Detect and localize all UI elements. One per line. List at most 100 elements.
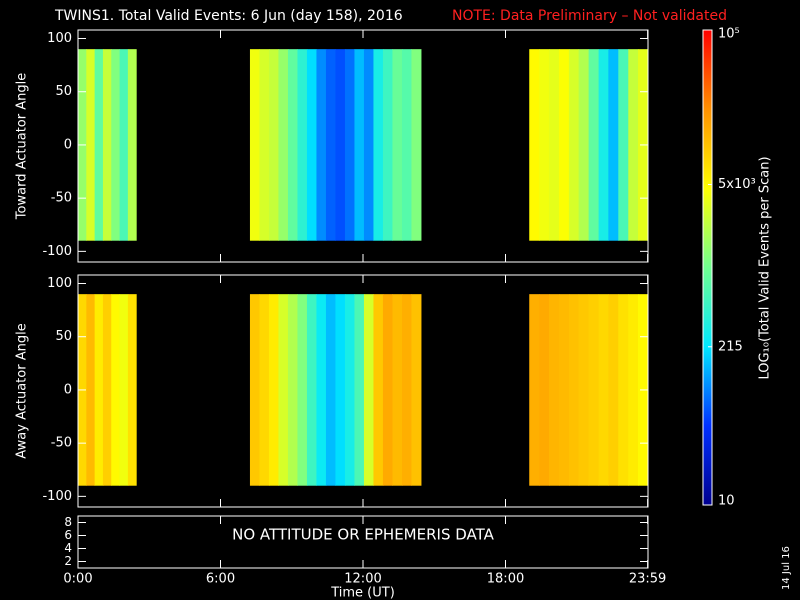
heatmap-cell: [94, 49, 104, 241]
y-tick-label: 50: [55, 84, 72, 99]
heatmap-cell: [568, 49, 580, 241]
date-stamp: 14 Jul 16: [781, 546, 792, 590]
heatmap-cell: [316, 294, 327, 486]
heatmap-cell: [86, 49, 96, 241]
heatmap-cell: [111, 294, 121, 486]
heatmap-cell: [578, 49, 590, 241]
heatmap-cell: [539, 294, 550, 486]
heatmap-cell: [119, 49, 129, 241]
heatmap-cell: [278, 49, 289, 241]
heatmap-cell: [94, 294, 104, 486]
heatmap-cell: [588, 49, 600, 241]
x-tick-label: 0:00: [63, 572, 92, 587]
heatmap-cell: [608, 294, 619, 486]
x-tick-label: 12:00: [344, 572, 381, 587]
x-axis-label: Time (UT): [330, 586, 395, 600]
heatmap-cell: [268, 294, 279, 486]
heatmap-cell: [249, 294, 260, 486]
heatmap-cell: [278, 294, 289, 486]
heatmap-cell: [259, 49, 270, 241]
heatmap-cell: [628, 49, 639, 241]
y-tick-label: 8: [64, 515, 72, 529]
y-tick-label: 2: [64, 554, 72, 568]
heatmap-cell: [325, 294, 336, 486]
y-tick-label: -100: [42, 489, 72, 504]
heatmap-cell: [411, 49, 422, 241]
heatmap-cell: [344, 49, 355, 241]
heatmap-cell: [259, 294, 270, 486]
heatmap-cell: [411, 294, 422, 486]
x-tick-label: 6:00: [206, 572, 235, 587]
colorbar-tick-label: 5x10³: [718, 177, 756, 192]
heatmap-cell: [316, 49, 327, 241]
heatmap-cell: [297, 294, 308, 486]
heatmap-cell: [306, 294, 317, 486]
y-tick-label: 0: [64, 382, 72, 397]
heatmap-cell: [618, 294, 629, 486]
heatmap-cell: [127, 294, 137, 486]
y-axis-label: Toward Actuator Angle: [15, 73, 30, 220]
y-tick-label: -50: [51, 191, 72, 206]
heatmap-cell: [539, 49, 550, 241]
heatmap-cell: [119, 294, 129, 486]
annotation: NO ATTITUDE OR EPHEMERIS DATA: [232, 526, 495, 544]
heatmap-cell: [392, 294, 403, 486]
heatmap-cell: [306, 49, 317, 241]
heatmap-cell: [102, 49, 112, 241]
heatmap-cell: [354, 49, 365, 241]
heatmap-cell: [297, 49, 308, 241]
heatmap-cell: [598, 49, 609, 241]
heatmap-cell: [354, 294, 365, 486]
heatmap-cell: [373, 294, 384, 486]
heatmap-cell: [628, 294, 639, 486]
y-tick-label: 100: [47, 31, 72, 46]
x-tick-label: 23:59: [629, 572, 666, 587]
colorbar-label: LOG₁₀(Total Valid Events per Scan): [758, 156, 773, 379]
heatmap-cell: [287, 49, 298, 241]
heatmap-cell: [335, 49, 346, 241]
heatmap-cell: [102, 294, 112, 486]
heatmap-cell: [588, 294, 600, 486]
heatmap-cell: [382, 49, 393, 241]
y-tick-label: 100: [47, 276, 72, 291]
x-tick-label: 18:00: [487, 572, 524, 587]
note: NOTE: Data Preliminary – Not validated: [452, 8, 727, 24]
heatmap-cell: [401, 49, 412, 241]
chart-title: TWINS1. Total Valid Events: 6 Jun (day 1…: [54, 8, 403, 24]
colorbar-tick-label: 10: [718, 494, 735, 509]
heatmap-cell: [86, 294, 96, 486]
y-tick-label: 50: [55, 329, 72, 344]
heatmap-cell: [529, 294, 540, 486]
heatmap-cell: [363, 294, 374, 486]
heatmap-cell: [363, 49, 374, 241]
y-axis-label: Away Actuator Angle: [15, 323, 30, 458]
heatmap-cell: [392, 49, 403, 241]
heatmap-cell: [373, 49, 384, 241]
y-tick-label: 0: [64, 137, 72, 152]
heatmap-cell: [344, 294, 355, 486]
heatmap-cell: [558, 294, 570, 486]
colorbar-tick-label: 10⁵: [718, 27, 740, 42]
heatmap-cell: [111, 49, 121, 241]
heatmap-cell: [529, 49, 540, 241]
heatmap-cell: [127, 49, 137, 241]
heatmap-cell: [548, 49, 560, 241]
heatmap-cell: [268, 49, 279, 241]
heatmap-cell: [401, 294, 412, 486]
y-tick-label: 4: [64, 541, 72, 555]
heatmap-cell: [287, 294, 298, 486]
heatmap-cell: [382, 294, 393, 486]
y-tick-label: -50: [51, 436, 72, 451]
heatmap-cell: [325, 49, 336, 241]
heatmap-cell: [608, 49, 619, 241]
heatmap-cell: [335, 294, 346, 486]
y-tick-label: -100: [42, 244, 72, 259]
heatmap-cell: [568, 294, 580, 486]
colorbar: [702, 29, 713, 506]
heatmap-cell: [249, 49, 260, 241]
heatmap-cell: [618, 49, 629, 241]
heatmap-cell: [548, 294, 560, 486]
y-tick-label: 6: [64, 528, 72, 542]
heatmap-cell: [598, 294, 609, 486]
